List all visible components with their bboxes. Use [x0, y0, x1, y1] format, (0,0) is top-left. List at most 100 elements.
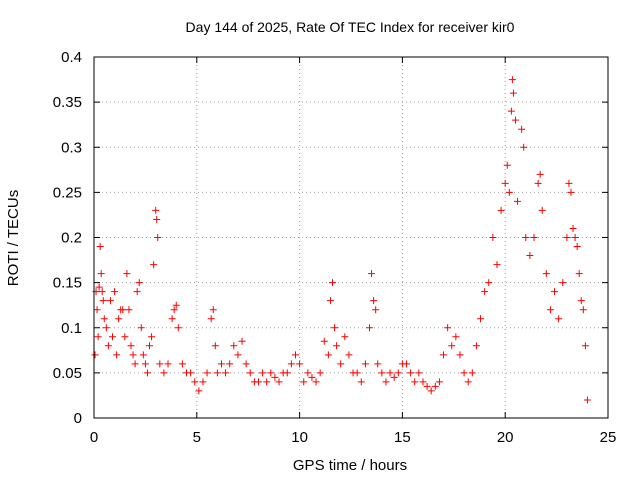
data-point — [448, 342, 456, 350]
axis-ticks — [93, 56, 609, 419]
data-point — [106, 297, 114, 305]
data-point — [427, 387, 435, 395]
data-point — [275, 378, 283, 386]
data-point — [468, 369, 476, 377]
data-point — [170, 306, 178, 314]
data-point — [361, 360, 369, 368]
data-point — [152, 206, 160, 214]
data-point — [503, 161, 511, 169]
data-points — [91, 76, 591, 404]
data-point — [411, 378, 419, 386]
data-point — [172, 301, 180, 309]
data-point — [254, 378, 262, 386]
data-point — [238, 337, 246, 345]
data-point — [464, 378, 472, 386]
data-point — [569, 224, 577, 232]
y-tick-label: 0.35 — [53, 94, 82, 111]
data-point — [520, 143, 528, 151]
y-tick-label: 0.4 — [61, 49, 82, 66]
data-point — [111, 288, 119, 296]
data-point — [195, 387, 203, 395]
data-point — [551, 288, 559, 296]
data-point — [191, 378, 199, 386]
data-point — [382, 378, 390, 386]
data-point — [573, 243, 581, 251]
y-tick-label: 0.2 — [61, 230, 82, 247]
data-point — [538, 206, 546, 214]
data-point — [394, 369, 402, 377]
data-point — [509, 89, 517, 97]
data-point — [304, 369, 312, 377]
data-point — [507, 107, 515, 115]
data-point — [154, 234, 162, 241]
data-point — [320, 337, 328, 345]
data-point — [141, 360, 149, 368]
data-point — [123, 270, 131, 278]
data-point — [357, 378, 365, 386]
data-point — [370, 297, 378, 305]
y-tick-labels: 0 0.05 0.1 0.15 0.2 0.25 0.3 0.35 0.4 — [53, 49, 82, 427]
data-point — [508, 76, 516, 84]
data-point — [139, 351, 147, 359]
data-point — [137, 324, 145, 332]
data-point — [94, 333, 102, 341]
x-tick-labels: 0 5 10 15 20 25 — [90, 429, 617, 446]
data-point — [514, 197, 522, 205]
data-point — [333, 342, 341, 350]
data-point — [234, 351, 242, 359]
data-point — [567, 188, 575, 196]
data-point — [501, 179, 509, 187]
data-point — [211, 342, 219, 350]
data-point — [579, 306, 587, 314]
data-point — [493, 261, 501, 269]
y-tick-label: 0.05 — [53, 365, 82, 382]
data-point — [485, 279, 493, 287]
data-point — [263, 378, 271, 386]
data-point — [345, 351, 353, 359]
data-point — [415, 369, 423, 377]
data-point — [287, 360, 295, 368]
data-point — [456, 351, 464, 359]
data-point — [99, 297, 107, 305]
data-point — [565, 179, 573, 187]
data-point — [460, 369, 468, 377]
data-point — [559, 279, 567, 287]
data-point — [135, 279, 143, 287]
data-point — [563, 234, 571, 241]
data-point — [97, 270, 105, 278]
data-point — [267, 369, 275, 377]
data-point — [222, 369, 230, 377]
data-point — [378, 369, 386, 377]
data-point — [300, 378, 308, 386]
data-point — [440, 351, 448, 359]
data-point — [518, 125, 526, 133]
data-point — [115, 315, 123, 323]
data-point — [542, 270, 550, 278]
x-tick-label: 0 — [90, 429, 98, 446]
data-point — [242, 360, 250, 368]
data-point — [209, 306, 217, 314]
data-point — [131, 360, 139, 368]
y-tick-label: 0.25 — [53, 184, 82, 201]
data-point — [153, 215, 161, 223]
data-point — [308, 373, 316, 381]
data-point — [127, 342, 135, 350]
data-point — [109, 333, 117, 341]
y-tick-label: 0.15 — [53, 275, 82, 292]
data-point — [168, 315, 176, 323]
data-point — [230, 342, 238, 350]
data-point — [497, 206, 505, 214]
data-point — [150, 261, 158, 269]
data-point — [312, 378, 320, 386]
data-point — [331, 324, 339, 332]
data-point — [203, 369, 211, 377]
data-point — [259, 369, 267, 377]
data-point — [534, 179, 542, 187]
data-point — [511, 116, 519, 124]
data-point — [374, 360, 382, 368]
data-point — [217, 360, 225, 368]
data-point — [113, 351, 121, 359]
data-point — [291, 351, 299, 359]
data-point — [121, 333, 129, 341]
x-tick-label: 5 — [193, 429, 201, 446]
